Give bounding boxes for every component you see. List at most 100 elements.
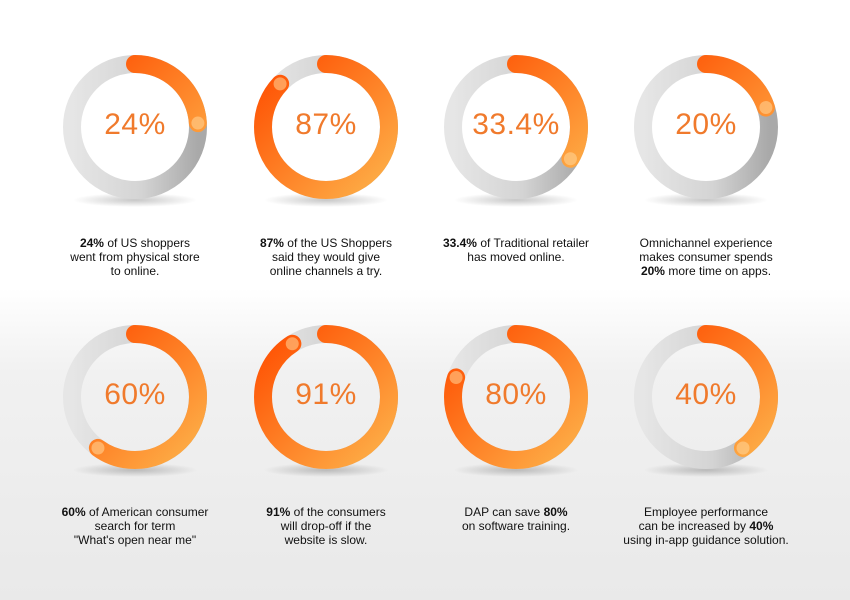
caption-line: makes consumer spends xyxy=(611,250,801,264)
percent-label: 40% xyxy=(675,378,737,411)
caption-line: to online. xyxy=(40,264,230,278)
caption-line: search for term xyxy=(40,519,230,533)
ring-shadow xyxy=(264,193,388,207)
donut-chart xyxy=(444,325,588,477)
arc-end-highlight xyxy=(273,77,287,91)
caption-line: online channels a try. xyxy=(231,264,421,278)
caption-line: "What's open near me" xyxy=(40,533,230,547)
caption-line: using in-app guidance solution. xyxy=(611,533,801,547)
caption-text: website is slow. xyxy=(284,533,368,547)
stat-tile: 24% 24% of US shoppers went from physical … xyxy=(40,0,230,600)
caption-highlight: 40% xyxy=(749,519,774,533)
caption-text: has moved online. xyxy=(467,250,565,264)
caption-line: Employee performance xyxy=(611,505,801,519)
caption-text: search for term xyxy=(94,519,176,533)
caption-text: Employee performance xyxy=(643,505,769,519)
caption-text: using in-app guidance solution. xyxy=(623,533,789,547)
caption-text: said they would give xyxy=(271,250,381,264)
arc-end-highlight xyxy=(449,371,463,385)
ring-shadow xyxy=(454,193,578,207)
caption-line: 24% of US shoppers xyxy=(40,236,230,250)
caption-highlight: 60% xyxy=(61,505,86,519)
caption-line: can be increased by 40% xyxy=(611,519,801,533)
caption-text: of Traditional retailer xyxy=(476,236,590,250)
stat-tile: 20% Omnichannel experience makes consumer … xyxy=(611,0,801,600)
caption-line: will drop-off if the xyxy=(231,519,421,533)
stat-caption: 33.4% of Traditional retailer has moved o… xyxy=(421,236,611,264)
caption-text: of American consumer xyxy=(85,505,209,519)
ring-shadow xyxy=(73,463,197,477)
caption-line: website is slow. xyxy=(231,533,421,547)
caption-highlight: 20% xyxy=(640,264,665,278)
percent-label: 87% xyxy=(295,108,357,141)
caption-text: on software training. xyxy=(461,519,571,533)
caption-line: DAP can save 80% xyxy=(421,505,611,519)
arc-end-highlight xyxy=(736,441,750,455)
ring-arc xyxy=(634,55,778,199)
donut-chart xyxy=(444,55,588,207)
ring-shadow xyxy=(454,463,578,477)
caption-highlight: 80% xyxy=(543,505,568,519)
caption-line: 87% of the US Shoppers xyxy=(231,236,421,250)
ring-arc xyxy=(254,325,398,469)
caption-text: online channels a try. xyxy=(269,264,383,278)
caption-line: 60% of American consumer xyxy=(40,505,230,519)
stat-tile: 33.4% 33.4% of Traditional retailer has mo… xyxy=(421,0,611,600)
caption-text: can be increased by xyxy=(638,519,750,533)
caption-text: DAP can save xyxy=(464,505,544,519)
arc-end-highlight xyxy=(759,101,773,115)
ring-shadow xyxy=(644,463,768,477)
stat-caption: 87% of the US Shoppers said they would gi… xyxy=(231,236,421,278)
stat-caption: 91% of the consumers will drop-off if the… xyxy=(231,505,421,547)
caption-highlight: 87% xyxy=(259,236,284,250)
ring-arc xyxy=(634,325,778,469)
caption-text: went from physical store xyxy=(70,250,200,264)
ring-arc xyxy=(63,325,207,469)
caption-line: on software training. xyxy=(421,519,611,533)
caption-text: makes consumer spends xyxy=(639,250,773,264)
stat-tile: 87% 87% of the US Shoppers said they would… xyxy=(231,0,421,600)
percent-label: 91% xyxy=(295,378,357,411)
ring-arc xyxy=(254,55,398,199)
caption-line: went from physical store xyxy=(40,250,230,264)
caption-highlight: 33.4% xyxy=(442,236,477,250)
percent-label: 20% xyxy=(675,108,737,141)
ring-arc xyxy=(444,325,588,469)
arc-end-highlight xyxy=(91,441,105,455)
ring-shadow xyxy=(264,463,388,477)
donut-chart xyxy=(634,325,778,477)
arc-end-highlight xyxy=(563,152,577,166)
stat-tile: 60% 60% of American consumer search for te… xyxy=(40,0,230,600)
stat-tile: 91% 91% of the consumers will drop-off if … xyxy=(231,0,421,600)
caption-line: has moved online. xyxy=(421,250,611,264)
donut-chart xyxy=(634,55,778,207)
ring-shadow xyxy=(644,193,768,207)
caption-line: 20% more time on apps. xyxy=(611,264,801,278)
donut-chart xyxy=(254,325,398,477)
caption-line: said they would give xyxy=(231,250,421,264)
stat-tile: 80% DAP can save 80% on software training. xyxy=(421,0,611,600)
ring-arc xyxy=(444,55,588,199)
stat-caption: DAP can save 80% on software training. xyxy=(421,505,611,533)
caption-text: "What's open near me" xyxy=(73,533,197,547)
stat-caption: 60% of American consumer search for term "… xyxy=(40,505,230,547)
caption-text: Omnichannel experience xyxy=(639,236,773,250)
caption-text: more time on apps. xyxy=(664,264,772,278)
donut-chart xyxy=(254,55,398,207)
percent-label: 80% xyxy=(485,378,547,411)
caption-line: Omnichannel experience xyxy=(611,236,801,250)
caption-text: of US shoppers xyxy=(103,236,191,250)
caption-text: will drop-off if the xyxy=(280,519,372,533)
stat-caption: Omnichannel experience makes consumer spe… xyxy=(611,236,801,278)
caption-highlight: 91% xyxy=(266,505,291,519)
percent-label: 33.4% xyxy=(472,108,560,141)
arc-end-highlight xyxy=(285,337,299,351)
stat-tile: 40% Employee performance can be increased … xyxy=(611,0,801,600)
caption-text: to online. xyxy=(110,264,160,278)
stat-caption: Employee performance can be increased by … xyxy=(611,505,801,547)
arc-end-highlight xyxy=(191,116,205,130)
caption-highlight: 24% xyxy=(79,236,104,250)
percent-label: 24% xyxy=(104,108,166,141)
ring-shadow xyxy=(73,193,197,207)
donut-chart xyxy=(63,55,207,207)
